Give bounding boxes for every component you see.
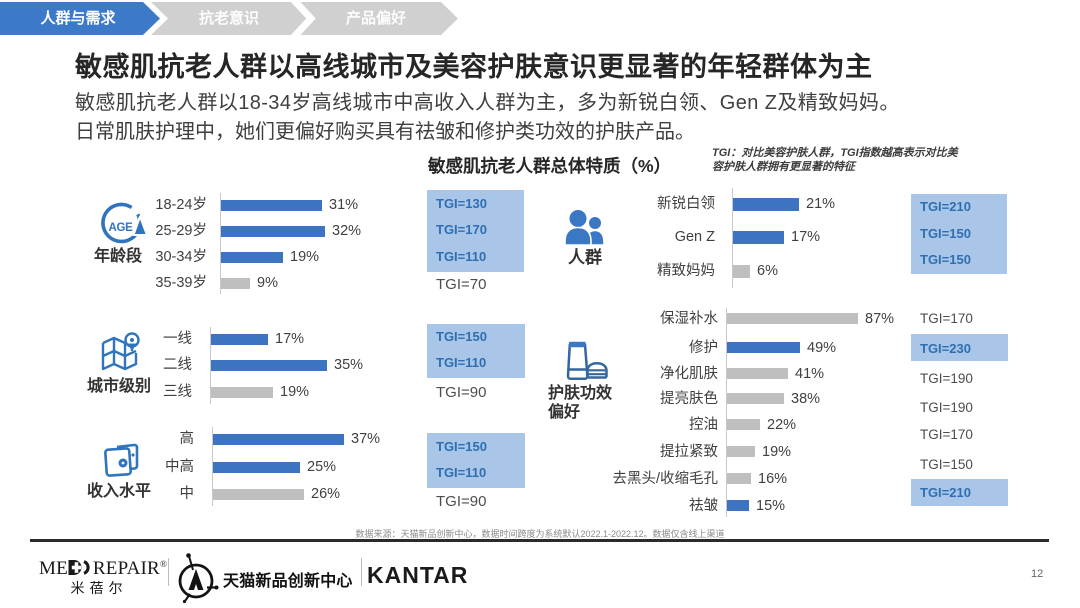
svg-text:AGE: AGE <box>108 222 133 234</box>
